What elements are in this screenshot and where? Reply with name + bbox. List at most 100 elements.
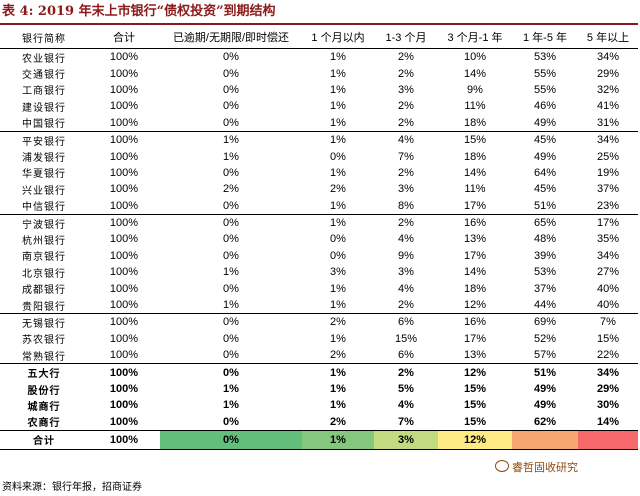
value-cell: 34% [596, 249, 620, 262]
bank-name-cell: 农业银行 [22, 53, 66, 65]
value-cell: 1% [330, 166, 346, 179]
value-cell: 1% [223, 266, 239, 279]
value-cell: 100% [109, 134, 139, 147]
bank-name-cell: 工商银行 [22, 86, 66, 98]
bank-name-cell: 五大行 [27, 369, 61, 381]
value-cell: 37% [533, 282, 557, 295]
value-cell: 2% [398, 166, 414, 179]
value-cell: 1% [330, 134, 346, 147]
total-value-cell [578, 429, 638, 450]
table-row: 宁波银行 100% 0% 1% 2% 16% 65% 17% [0, 214, 638, 231]
value-cell: 0% [223, 415, 239, 428]
table-row: 华夏银行 100% 0% 1% 2% 14% 64% 19% [0, 165, 638, 181]
value-cell: 14% [463, 67, 487, 80]
value-cell: 14% [596, 415, 620, 428]
value-cell: 2% [398, 100, 414, 113]
value-cell: 17% [463, 249, 487, 262]
column-header: 银行简称 [0, 26, 88, 49]
value-cell: 49% [512, 114, 578, 132]
value-cell: 15% [463, 415, 487, 428]
value-cell: 49% [533, 399, 557, 412]
value-cell: 1% [160, 296, 302, 315]
table-row: 平安银行 100% 1% 1% 4% 15% 45% 34% [0, 131, 638, 148]
value-cell: 1% [330, 282, 346, 295]
bank-name-cell: 杭州银行 [22, 235, 66, 247]
value-cell: 0% [223, 366, 239, 379]
value-cell: 1% [330, 67, 346, 80]
value-cell: 4% [398, 134, 414, 147]
table-row: 南京银行 100% 0% 0% 9% 17% 39% 34% [0, 248, 638, 264]
value-cell: 1% [302, 114, 374, 132]
table-row: 苏农银行 100% 0% 1% 15% 17% 52% 15% [0, 331, 638, 347]
value-cell: 48% [533, 233, 557, 246]
value-cell: 22% [578, 347, 638, 365]
value-cell: 17% [463, 332, 487, 345]
value-cell: 10% [463, 51, 487, 64]
value-cell: 1% [302, 296, 374, 315]
value-cell: 15% [463, 399, 487, 412]
table-row: 中国银行 100% 0% 1% 2% 18% 49% 31% [0, 114, 638, 132]
table-row: 工商银行 100% 0% 1% 3% 9% 55% 32% [0, 82, 638, 98]
table-row: 股份行 100% 1% 1% 5% 15% 49% 29% [0, 381, 638, 397]
bank-name-cell: 农商行 [27, 418, 61, 430]
value-cell: 39% [533, 249, 557, 262]
value-cell: 13% [463, 233, 487, 246]
value-cell: 1% [330, 217, 346, 230]
table-row: 常熟银行 100% 0% 2% 6% 13% 57% 22% [0, 347, 638, 365]
bank-name-cell: 中国银行 [0, 114, 88, 132]
value-cell: 65% [533, 217, 557, 230]
bank-name-cell: 南京银行 [22, 252, 66, 264]
value-cell: 15% [394, 332, 418, 345]
value-cell: 100% [109, 100, 139, 113]
value-cell: 2% [223, 183, 239, 196]
value-cell: 100% [109, 217, 139, 230]
value-cell: 62% [533, 415, 557, 428]
value-cell: 15% [596, 332, 620, 345]
column-header: 3 个月-1 年 [438, 26, 512, 49]
value-cell: 29% [596, 383, 620, 395]
value-cell: 2% [330, 316, 346, 329]
table-row: 农业银行 100% 0% 1% 2% 10% 53% 34% [0, 49, 638, 66]
value-cell: 16% [463, 316, 487, 329]
value-cell: 1% [330, 366, 346, 379]
source-note: 资料来源：银行年报，招商证券 [2, 482, 142, 493]
value-cell: 11% [464, 183, 486, 196]
value-cell: 100% [109, 266, 139, 279]
value-cell: 55% [533, 67, 557, 80]
value-cell: 0% [223, 282, 239, 295]
value-cell: 0% [223, 217, 239, 230]
table-row: 兴业银行 100% 2% 2% 3% 11% 45% 37% [0, 181, 638, 197]
value-cell: 51% [512, 197, 578, 215]
value-cell: 4% [398, 282, 414, 295]
value-cell: 1% [330, 51, 346, 64]
value-cell: 100% [109, 83, 139, 96]
value-cell: 0% [223, 67, 239, 80]
bank-name-cell: 常熟银行 [0, 347, 88, 365]
value-cell: 29% [596, 67, 620, 80]
value-cell: 45% [533, 134, 557, 147]
value-cell: 46% [533, 100, 557, 113]
value-cell: 23% [578, 197, 638, 215]
value-cell: 64% [533, 166, 557, 179]
value-cell: 31% [578, 114, 638, 132]
bank-name-cell: 交通银行 [22, 70, 66, 82]
bank-name-cell: 成都银行 [22, 285, 66, 297]
value-cell: 3% [398, 183, 414, 196]
value-cell: 1% [330, 100, 346, 113]
table-row: 农商行 100% 0% 2% 7% 15% 62% 14% [0, 414, 638, 431]
value-cell: 52% [533, 332, 557, 345]
value-cell: 100% [109, 383, 139, 395]
value-cell: 41% [596, 100, 620, 113]
table-row: 无锡银行 100% 0% 2% 6% 16% 69% 7% [0, 314, 638, 331]
bank-name-cell: 中信银行 [0, 197, 88, 215]
value-cell: 30% [596, 399, 620, 412]
bank-name-cell: 北京银行 [22, 268, 66, 280]
total-value-cell: 12% [438, 429, 512, 450]
value-cell: 1% [223, 150, 239, 163]
value-cell: 53% [533, 51, 557, 64]
value-cell: 18% [463, 282, 487, 295]
bank-name-cell: 兴业银行 [22, 185, 66, 197]
value-cell: 100% [109, 166, 139, 179]
value-cell: 40% [596, 282, 620, 295]
